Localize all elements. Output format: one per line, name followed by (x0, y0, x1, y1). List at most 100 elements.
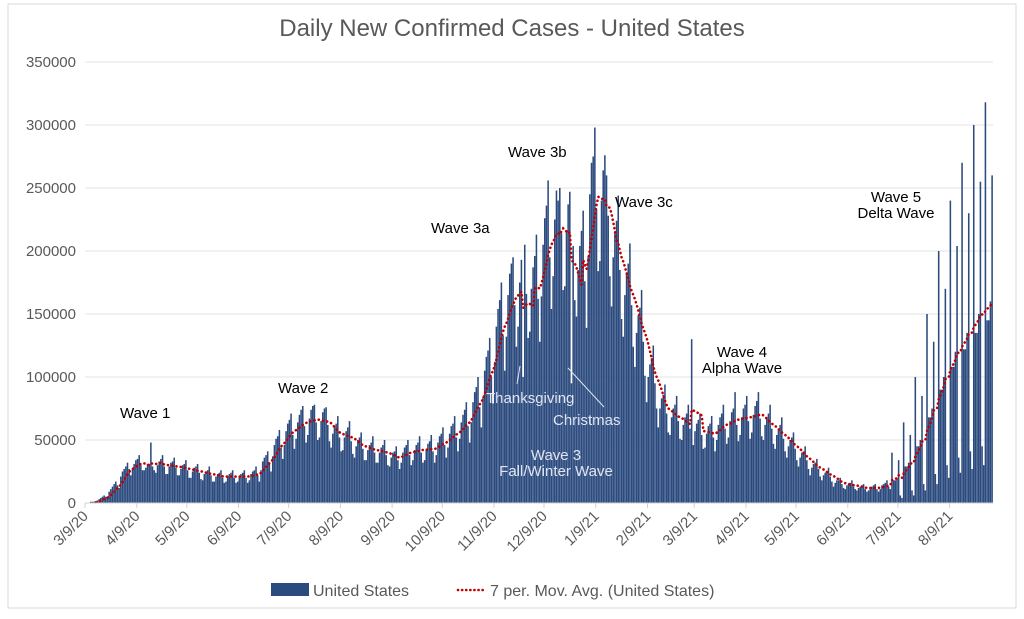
bar (877, 491, 880, 503)
bar (679, 438, 681, 503)
bar (181, 465, 184, 503)
bar (685, 413, 688, 503)
bar (939, 389, 942, 503)
bar (762, 440, 765, 503)
bar (622, 336, 624, 503)
bar (320, 421, 322, 503)
bar (328, 441, 331, 503)
bar (577, 269, 579, 503)
bar (976, 332, 978, 503)
bar (301, 405, 304, 503)
bar (151, 466, 154, 503)
bar (537, 298, 539, 503)
bar (225, 481, 227, 503)
bar (715, 440, 718, 503)
bar (417, 442, 419, 503)
bar (807, 468, 810, 503)
annotation-christmas: Christmas (553, 412, 621, 429)
bar (667, 432, 670, 503)
bar (654, 383, 656, 503)
bar (343, 437, 346, 503)
bar (851, 480, 853, 503)
christmas-leader-line (567, 367, 605, 408)
bar (574, 300, 576, 503)
bar (357, 440, 359, 503)
bar (300, 409, 302, 503)
bar (801, 452, 803, 503)
bar (677, 421, 680, 503)
bar (769, 404, 771, 503)
bar (131, 468, 134, 503)
bar (967, 213, 970, 503)
bar (410, 465, 413, 503)
bar (782, 438, 785, 503)
bar (330, 447, 332, 503)
bar (191, 471, 194, 503)
bar (827, 467, 830, 503)
bar (710, 416, 713, 503)
bar (175, 467, 177, 503)
bar (255, 466, 257, 503)
bar (360, 432, 362, 503)
bar (909, 434, 912, 503)
bar (206, 470, 209, 503)
bar (824, 472, 826, 503)
bar (839, 477, 841, 503)
bar (221, 477, 224, 503)
bar (236, 481, 239, 503)
bar (956, 245, 958, 503)
bar (447, 447, 449, 503)
bar (991, 175, 993, 503)
bar (630, 305, 633, 503)
bar (388, 466, 391, 503)
bar (604, 155, 606, 504)
bar (680, 440, 683, 503)
bar (405, 445, 408, 503)
bar (642, 341, 645, 503)
bar (337, 416, 339, 503)
bar (842, 487, 845, 503)
bar (590, 162, 593, 504)
bar (128, 468, 130, 503)
bar (987, 320, 990, 503)
bar (163, 466, 165, 503)
bar (465, 402, 468, 503)
bar (437, 442, 439, 503)
bar (383, 440, 386, 503)
bar (433, 462, 436, 503)
bar (944, 288, 947, 503)
bar (96, 500, 99, 503)
bar (382, 445, 384, 503)
bar (936, 484, 938, 503)
bar (332, 433, 334, 503)
bar (482, 397, 484, 503)
bar (695, 423, 698, 503)
bar (298, 414, 301, 503)
bar (822, 475, 825, 503)
bar (505, 336, 508, 503)
bar (854, 489, 856, 503)
bar (826, 471, 828, 503)
bar (333, 426, 336, 503)
bar (609, 276, 611, 503)
bar (407, 440, 409, 503)
bar (488, 337, 491, 503)
bar (395, 446, 397, 503)
bar (173, 457, 175, 503)
bar (887, 486, 890, 503)
bar (572, 245, 574, 503)
bar (750, 432, 753, 503)
bar (797, 466, 800, 503)
bar (844, 489, 846, 503)
bar (687, 404, 690, 503)
bar (467, 426, 469, 503)
bar (490, 377, 493, 503)
bar (817, 468, 820, 503)
y-tick-label: 350000 (26, 54, 76, 71)
bar (238, 476, 241, 503)
bar (602, 170, 604, 504)
bar (120, 476, 122, 503)
bar (246, 482, 249, 503)
bar (228, 474, 231, 503)
bar (809, 475, 811, 503)
